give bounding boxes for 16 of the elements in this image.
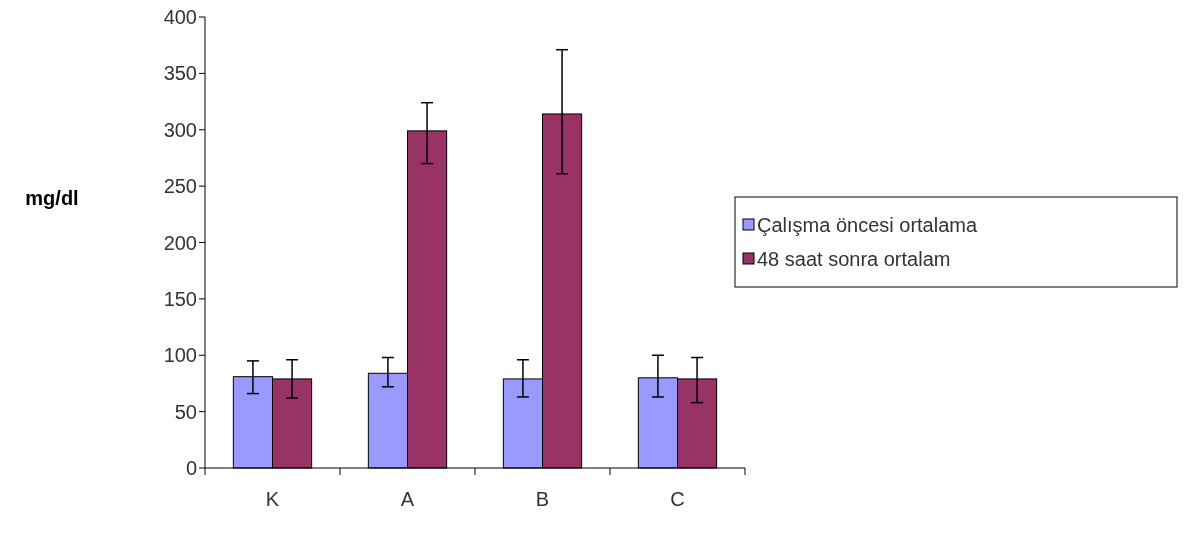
x-tick-label: B: [535, 488, 550, 510]
y-tick-label: 200: [163, 231, 197, 254]
y-tick-label: 50: [174, 400, 197, 423]
legend-label: Çalışma öncesi ortalama: [757, 214, 978, 236]
y-tick-label: 350: [163, 62, 197, 85]
legend-label: 48 saat sonra ortalam: [757, 248, 951, 270]
y-tick-label: 150: [163, 287, 197, 310]
y-axis-title: mg/dl: [25, 187, 79, 209]
y-tick-label: 0: [185, 457, 197, 479]
y-tick-label: 250: [163, 175, 197, 198]
y-tick-label: 400: [163, 6, 197, 28]
x-tick-label: C: [670, 488, 685, 510]
x-tick-label: A: [400, 488, 415, 510]
x-tick-label: K: [265, 488, 280, 510]
y-tick-label: 100: [163, 344, 197, 367]
y-tick-label: 300: [163, 118, 197, 141]
